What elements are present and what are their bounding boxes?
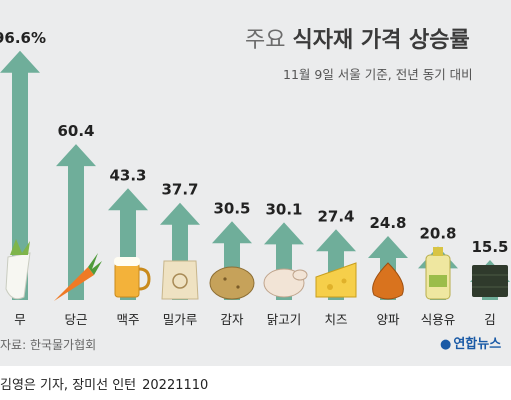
flour-icon	[161, 260, 199, 300]
chicken-icon	[263, 268, 308, 298]
value-label: 37.7	[161, 181, 198, 199]
category-label: 식용유	[421, 312, 456, 327]
category-label: 감자	[220, 312, 244, 327]
category-label: 닭고기	[267, 312, 302, 327]
arrow-bar	[56, 144, 96, 300]
radish-icon	[5, 239, 31, 300]
chart-panel	[0, 0, 511, 366]
arrow-bar	[212, 221, 252, 300]
credit-text: 김영은 기자, 장미선 인턴	[0, 378, 137, 393]
onion-icon	[372, 262, 404, 300]
title-prefix: 주요	[245, 28, 286, 53]
carrot-icon	[54, 253, 102, 301]
chart-title: 주요 식자재 가격 상승률	[245, 22, 511, 53]
value-label: 60.4	[57, 122, 94, 140]
arrow-bar	[316, 229, 356, 300]
potato-icon	[209, 266, 255, 300]
chart-subtitle: 11월 9일 서울 기준, 전년 동기 대비	[283, 67, 473, 82]
value-label: 30.1	[265, 200, 302, 218]
beer-icon	[114, 257, 151, 298]
arrow-bar	[160, 202, 200, 300]
value-label: 43.3	[109, 166, 146, 184]
category-label: 무	[14, 312, 26, 327]
value-label: 20.8	[419, 224, 456, 242]
cheese-icon	[315, 262, 357, 298]
value-label: 24.8	[369, 214, 406, 232]
category-label: 맥주	[116, 312, 139, 327]
value-label: 15.5	[471, 238, 508, 256]
arrow-bar	[108, 188, 148, 300]
category-label: 치즈	[324, 312, 347, 327]
category-label: 당근	[64, 312, 87, 327]
logo-mark-icon: ●	[440, 337, 452, 352]
seaweed-icon	[472, 265, 508, 297]
source-note: 자료: 한국물가협회	[0, 338, 97, 352]
yonhap-logo: ● 연합뉴스	[440, 333, 501, 352]
category-label: 김	[484, 312, 496, 327]
arrow-bar	[0, 50, 40, 300]
value-label: 96.6%	[0, 29, 46, 47]
title-main: 식자재 가격 상승률	[292, 28, 470, 53]
credit-date: 20221110	[142, 378, 209, 393]
arrow-bar	[264, 222, 304, 300]
cooking-oil-icon	[425, 247, 451, 300]
value-label: 27.4	[317, 207, 354, 225]
chart-svg: 96.6% 60.4 43.3 37.7 30.5 30.1 27.4 24.8 20.8 15.…	[0, 29, 510, 327]
category-label: 양파	[376, 312, 400, 327]
category-label: 밀가루	[163, 312, 198, 327]
credit-line: 김영은 기자, 장미선 인턴 20221110	[0, 374, 208, 393]
value-label: 30.5	[213, 199, 250, 217]
logo-text: 연합뉴스	[453, 337, 502, 352]
